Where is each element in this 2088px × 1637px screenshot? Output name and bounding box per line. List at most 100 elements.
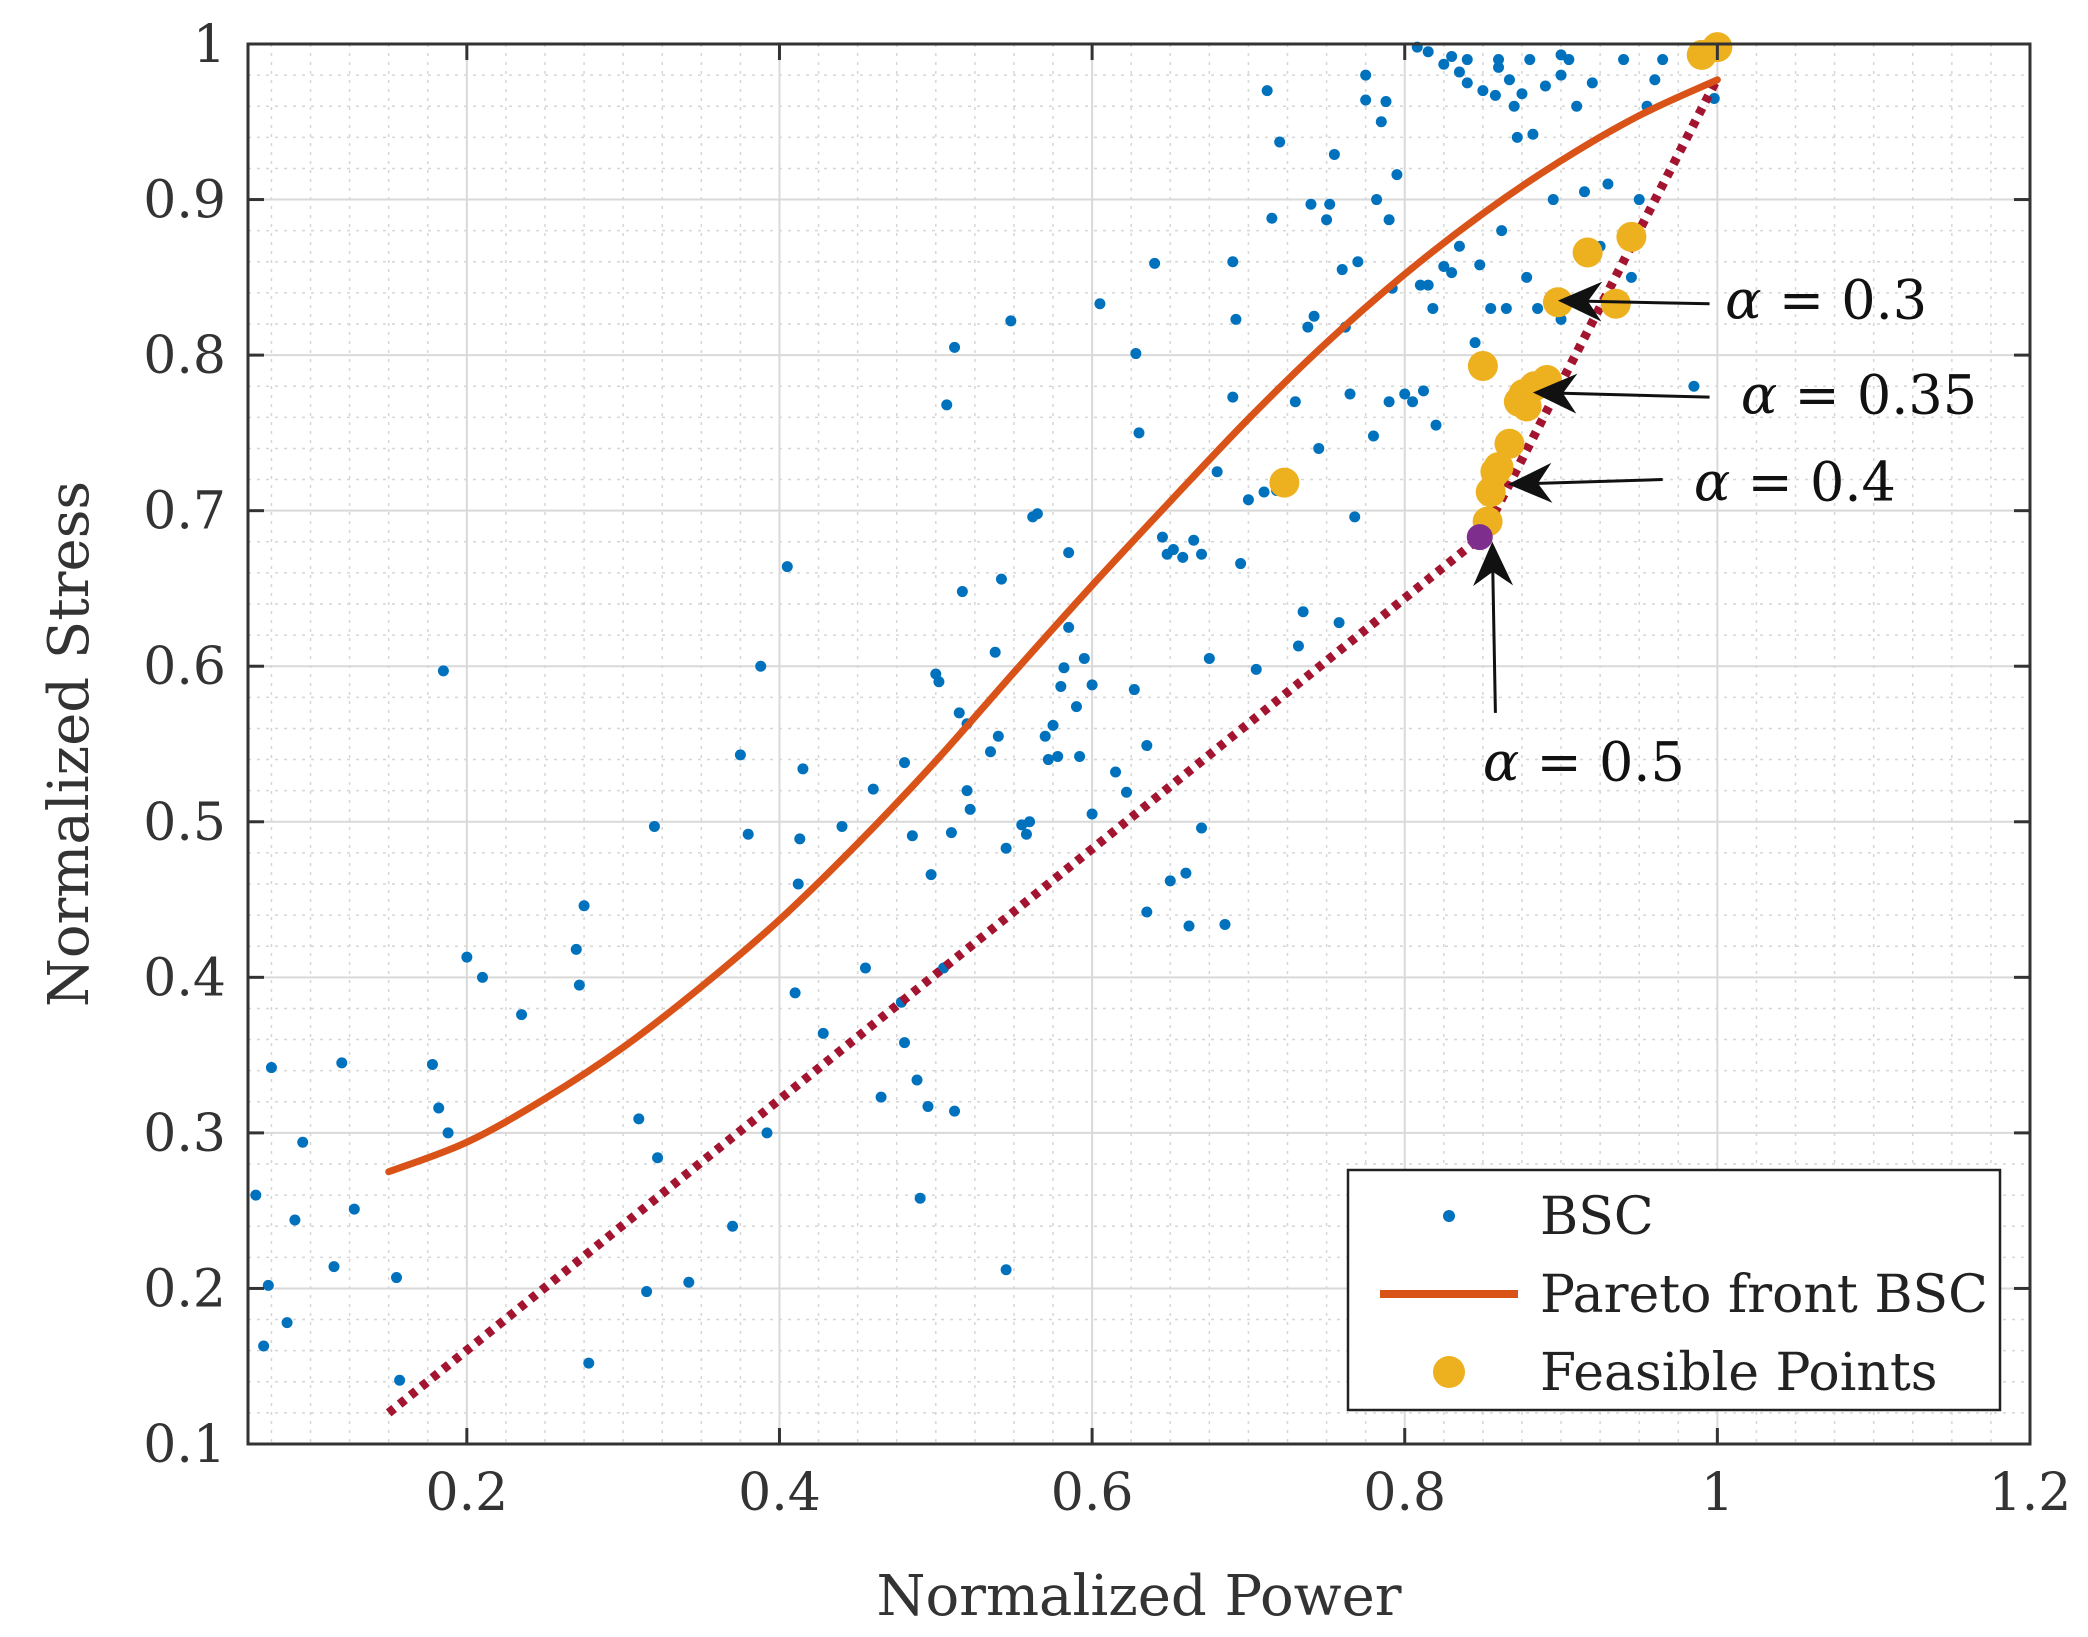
bsc-point xyxy=(1047,719,1059,731)
bsc-point xyxy=(817,1027,829,1039)
bsc-point xyxy=(742,828,754,840)
bsc-point xyxy=(262,1279,274,1291)
bsc-point xyxy=(1000,1264,1012,1276)
bsc-point xyxy=(1438,58,1450,70)
legend-label: Feasible Points xyxy=(1540,1343,1937,1403)
bsc-point xyxy=(1110,766,1122,778)
feasible-point xyxy=(1542,287,1573,318)
bsc-point xyxy=(1167,544,1179,556)
bsc-point xyxy=(1227,391,1239,403)
y-tick-label: 0.7 xyxy=(143,482,226,542)
bsc-point xyxy=(1188,534,1200,546)
bsc-point xyxy=(1493,54,1505,66)
bsc-point xyxy=(1503,74,1515,86)
bsc-point xyxy=(1333,617,1345,629)
bsc-point xyxy=(281,1317,293,1329)
bsc-point xyxy=(336,1057,348,1069)
bsc-point xyxy=(1657,54,1669,66)
bsc-point xyxy=(1180,867,1192,879)
bsc-point xyxy=(1446,267,1458,279)
bsc-point xyxy=(1042,754,1054,766)
bsc-point xyxy=(1078,652,1090,664)
bsc-point xyxy=(1618,54,1630,66)
legend: BSC Pareto front BSC Feasible Points xyxy=(1346,1168,2002,1412)
bsc-point xyxy=(1586,77,1598,89)
bsc-point xyxy=(989,646,1001,658)
bsc-point xyxy=(1360,69,1372,81)
bsc-point xyxy=(1308,310,1320,322)
bsc-point xyxy=(859,962,871,974)
y-tick-label: 1 xyxy=(193,15,226,75)
bsc-point xyxy=(985,746,996,758)
annotation-arrow-head xyxy=(1473,541,1514,587)
annotation-label: α = 0.4 xyxy=(1694,451,1896,514)
bsc-point xyxy=(1024,816,1036,828)
bsc-point xyxy=(1708,92,1720,104)
bsc-point xyxy=(1539,80,1551,92)
bsc-point xyxy=(1070,701,1082,713)
bsc-point xyxy=(289,1214,301,1226)
bsc-point xyxy=(761,1127,773,1139)
feasible-point xyxy=(1616,221,1647,252)
annotation-arrow-shaft xyxy=(1587,299,1710,306)
bsc-point xyxy=(1477,85,1489,97)
bsc-point xyxy=(1258,486,1270,498)
bsc-point xyxy=(945,827,957,839)
bsc-point xyxy=(1493,61,1505,73)
bsc-point xyxy=(1469,337,1481,349)
bsc-point xyxy=(1149,257,1161,269)
annotation-arrow-head xyxy=(1557,281,1603,322)
bsc-point xyxy=(1321,214,1333,226)
bsc-point xyxy=(1417,385,1429,397)
bsc-point xyxy=(1633,194,1645,206)
bsc-point xyxy=(961,785,973,797)
bsc-point xyxy=(1427,302,1439,314)
bsc-point xyxy=(1235,558,1247,570)
bsc-point xyxy=(1133,427,1145,439)
bsc-point xyxy=(516,1009,528,1021)
annotation-arrow-shaft xyxy=(1562,391,1710,399)
bsc-point xyxy=(1020,828,1032,840)
bsc-point xyxy=(1211,466,1223,478)
bsc-point xyxy=(578,900,590,912)
bsc-point xyxy=(1328,148,1340,160)
bsc-point xyxy=(1380,96,1392,108)
feasible-point xyxy=(1467,351,1498,381)
bsc-point xyxy=(875,1091,887,1103)
bsc-point xyxy=(1485,302,1497,314)
bsc-point xyxy=(1625,271,1637,283)
y-tick-label: 0.8 xyxy=(143,326,226,386)
bsc-point xyxy=(297,1136,309,1148)
bsc-point xyxy=(1496,225,1508,237)
bsc-point xyxy=(394,1374,406,1386)
bsc-point xyxy=(1344,388,1356,400)
bsc-point xyxy=(792,878,804,890)
bsc-point xyxy=(953,707,965,719)
bsc-point xyxy=(1360,94,1372,106)
bsc-point xyxy=(755,660,767,672)
annotation-symbol: α xyxy=(1694,451,1748,514)
bsc-point xyxy=(925,869,937,881)
bsc-point xyxy=(1086,808,1098,820)
bsc-point xyxy=(1407,396,1419,408)
bsc-point xyxy=(911,1074,923,1086)
bsc-point xyxy=(1511,131,1523,143)
bsc-point xyxy=(1391,169,1403,181)
bsc-point xyxy=(250,1189,262,1201)
bsc-point xyxy=(1649,74,1661,86)
bsc-point xyxy=(1302,321,1314,333)
bsc-point xyxy=(899,1037,911,1049)
bsc-point xyxy=(1242,494,1254,506)
y-tick-label: 0.5 xyxy=(143,793,226,853)
bsc-point xyxy=(652,1152,664,1164)
bsc-point xyxy=(1164,875,1176,887)
bsc-point xyxy=(1383,396,1395,408)
bsc-point xyxy=(1352,256,1364,268)
annotation-symbol: α xyxy=(1725,269,1779,332)
bsc-point xyxy=(1063,547,1075,559)
bsc-point xyxy=(1474,259,1486,271)
bsc-point xyxy=(1516,88,1528,100)
feasible-point xyxy=(1600,288,1631,319)
annotation-label: α = 0.5 xyxy=(1483,731,1685,794)
bsc-point xyxy=(867,783,879,795)
